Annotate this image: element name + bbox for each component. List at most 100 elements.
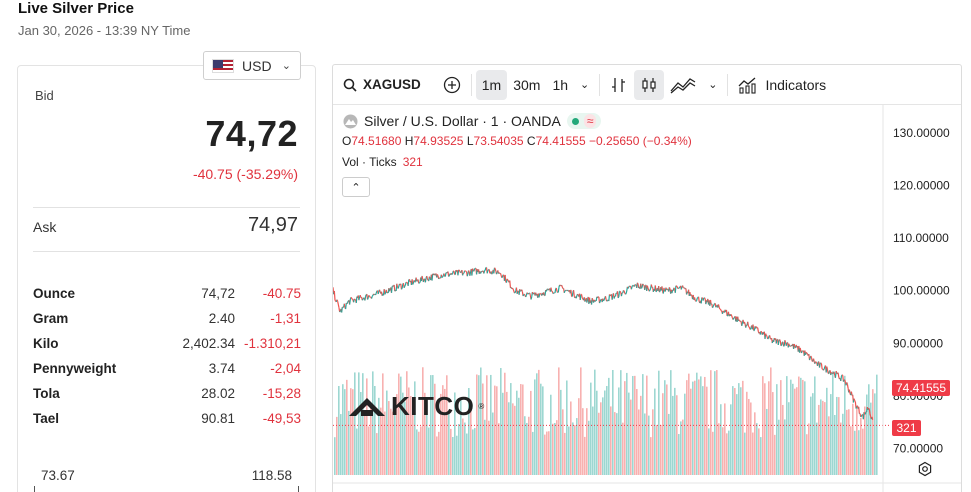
volume-bar xyxy=(754,412,756,475)
interval-30m[interactable]: 30m xyxy=(513,76,541,93)
price-candle xyxy=(494,268,497,272)
price-candle xyxy=(752,324,755,331)
volume-bar xyxy=(854,430,856,475)
price-candle xyxy=(640,287,643,289)
bar-style-button[interactable] xyxy=(604,70,634,100)
price-candle xyxy=(509,280,512,288)
chart-type-dropdown[interactable]: ⌄ xyxy=(702,70,723,100)
volume-bar xyxy=(736,394,738,475)
price-candle xyxy=(799,347,802,352)
candles-style-button[interactable] xyxy=(634,69,665,100)
volume-bar xyxy=(514,405,516,475)
volume-bar xyxy=(492,412,494,475)
price-candle xyxy=(696,297,699,299)
page-timestamp: Jan 30, 2026 - 13:39 NY Time xyxy=(18,23,191,38)
ask-label: Ask xyxy=(33,219,57,235)
price-candle xyxy=(444,272,447,277)
price-candle xyxy=(424,278,427,283)
price-candle xyxy=(347,300,349,303)
volume-readout: Vol · Ticks 321 xyxy=(342,155,423,169)
price-candle xyxy=(805,351,808,354)
price-candle xyxy=(529,292,531,296)
price-candle xyxy=(336,299,339,302)
volume-bar xyxy=(668,413,670,475)
volume-bar xyxy=(570,401,572,475)
price-candle xyxy=(514,290,517,294)
chart-widget: XAGUSD 1m 30m 1h ⌄ ⌄ Indicators 130.000 xyxy=(332,64,962,492)
volume-bar xyxy=(692,381,694,475)
volume-bar xyxy=(340,414,342,475)
volume-bar xyxy=(868,384,870,475)
price-candle xyxy=(422,279,425,283)
price-candle xyxy=(749,327,752,330)
price-candle xyxy=(871,416,874,420)
volume-label: Vol · Ticks xyxy=(342,155,397,169)
volume-bar xyxy=(436,436,438,475)
volume-bar xyxy=(758,428,760,475)
volume-bar xyxy=(784,419,786,475)
volume-bar xyxy=(374,386,376,475)
price-candle xyxy=(572,290,575,297)
price-candle xyxy=(842,379,845,382)
price-candle xyxy=(466,273,469,277)
interval-1h[interactable]: 1h xyxy=(552,76,569,93)
price-candle xyxy=(747,325,750,328)
volume-bar xyxy=(430,375,432,475)
price-candle xyxy=(603,297,606,300)
volume-bar xyxy=(688,373,690,475)
price-candle xyxy=(384,292,387,295)
low-label: L xyxy=(466,134,474,148)
volume-bar xyxy=(384,411,386,475)
volume-bar xyxy=(650,437,652,475)
chart-settings-icon[interactable] xyxy=(917,461,933,477)
volume-bar xyxy=(636,388,638,475)
interval-1m[interactable]: 1m xyxy=(475,69,508,100)
volume-bar xyxy=(344,389,346,475)
price-candle xyxy=(453,270,456,275)
interval-dropdown[interactable]: ⌄ xyxy=(574,70,595,100)
symbol-search-button[interactable]: XAGUSD xyxy=(337,70,427,100)
market-status-badge[interactable]: ≈ xyxy=(566,113,602,129)
price-candle xyxy=(550,287,553,292)
volume-bar xyxy=(612,370,614,475)
volume-bar xyxy=(362,373,364,475)
volume-bar xyxy=(530,390,532,475)
volume-value: 321 xyxy=(402,155,423,169)
price-candle xyxy=(815,361,818,364)
price-candle xyxy=(650,284,653,288)
volume-bar xyxy=(722,427,724,475)
price-candle xyxy=(577,293,579,296)
price-candle xyxy=(725,309,728,317)
price-candle xyxy=(525,295,527,298)
volume-bar xyxy=(394,413,396,475)
volume-bar xyxy=(480,367,482,475)
area-style-button[interactable] xyxy=(664,70,702,100)
high-label: H xyxy=(404,134,414,148)
price-candle xyxy=(755,326,758,329)
volume-bar xyxy=(568,426,570,475)
volume-bar xyxy=(800,377,802,475)
price-candle xyxy=(513,290,516,294)
toolbar-divider xyxy=(727,73,729,96)
volume-bar xyxy=(746,391,748,475)
high-value: 74.93525 xyxy=(413,134,464,148)
volume-bar xyxy=(524,416,526,475)
price-candle xyxy=(547,288,550,291)
compare-button[interactable] xyxy=(437,70,467,100)
volume-bar xyxy=(444,388,446,475)
volume-bar xyxy=(640,395,642,475)
price-candle xyxy=(488,269,491,274)
price-candle xyxy=(646,285,649,289)
volume-bar xyxy=(438,431,440,475)
volume-bar xyxy=(850,426,852,475)
bid-change: -40.75 (-35.29%) xyxy=(192,166,298,182)
volume-bar xyxy=(726,433,728,475)
volume-bar xyxy=(402,392,404,475)
price-chart[interactable]: 130.00000 120.00000 110.00000 100.00000 90.0… xyxy=(333,105,962,492)
collapse-legend-button[interactable]: ⌃ xyxy=(342,177,370,197)
volume-bar xyxy=(704,376,706,475)
price-candle xyxy=(627,286,630,289)
indicators-button[interactable]: Indicators xyxy=(732,70,832,100)
volume-bar xyxy=(832,371,834,475)
currency-select[interactable]: USD ⌄ xyxy=(203,51,301,80)
